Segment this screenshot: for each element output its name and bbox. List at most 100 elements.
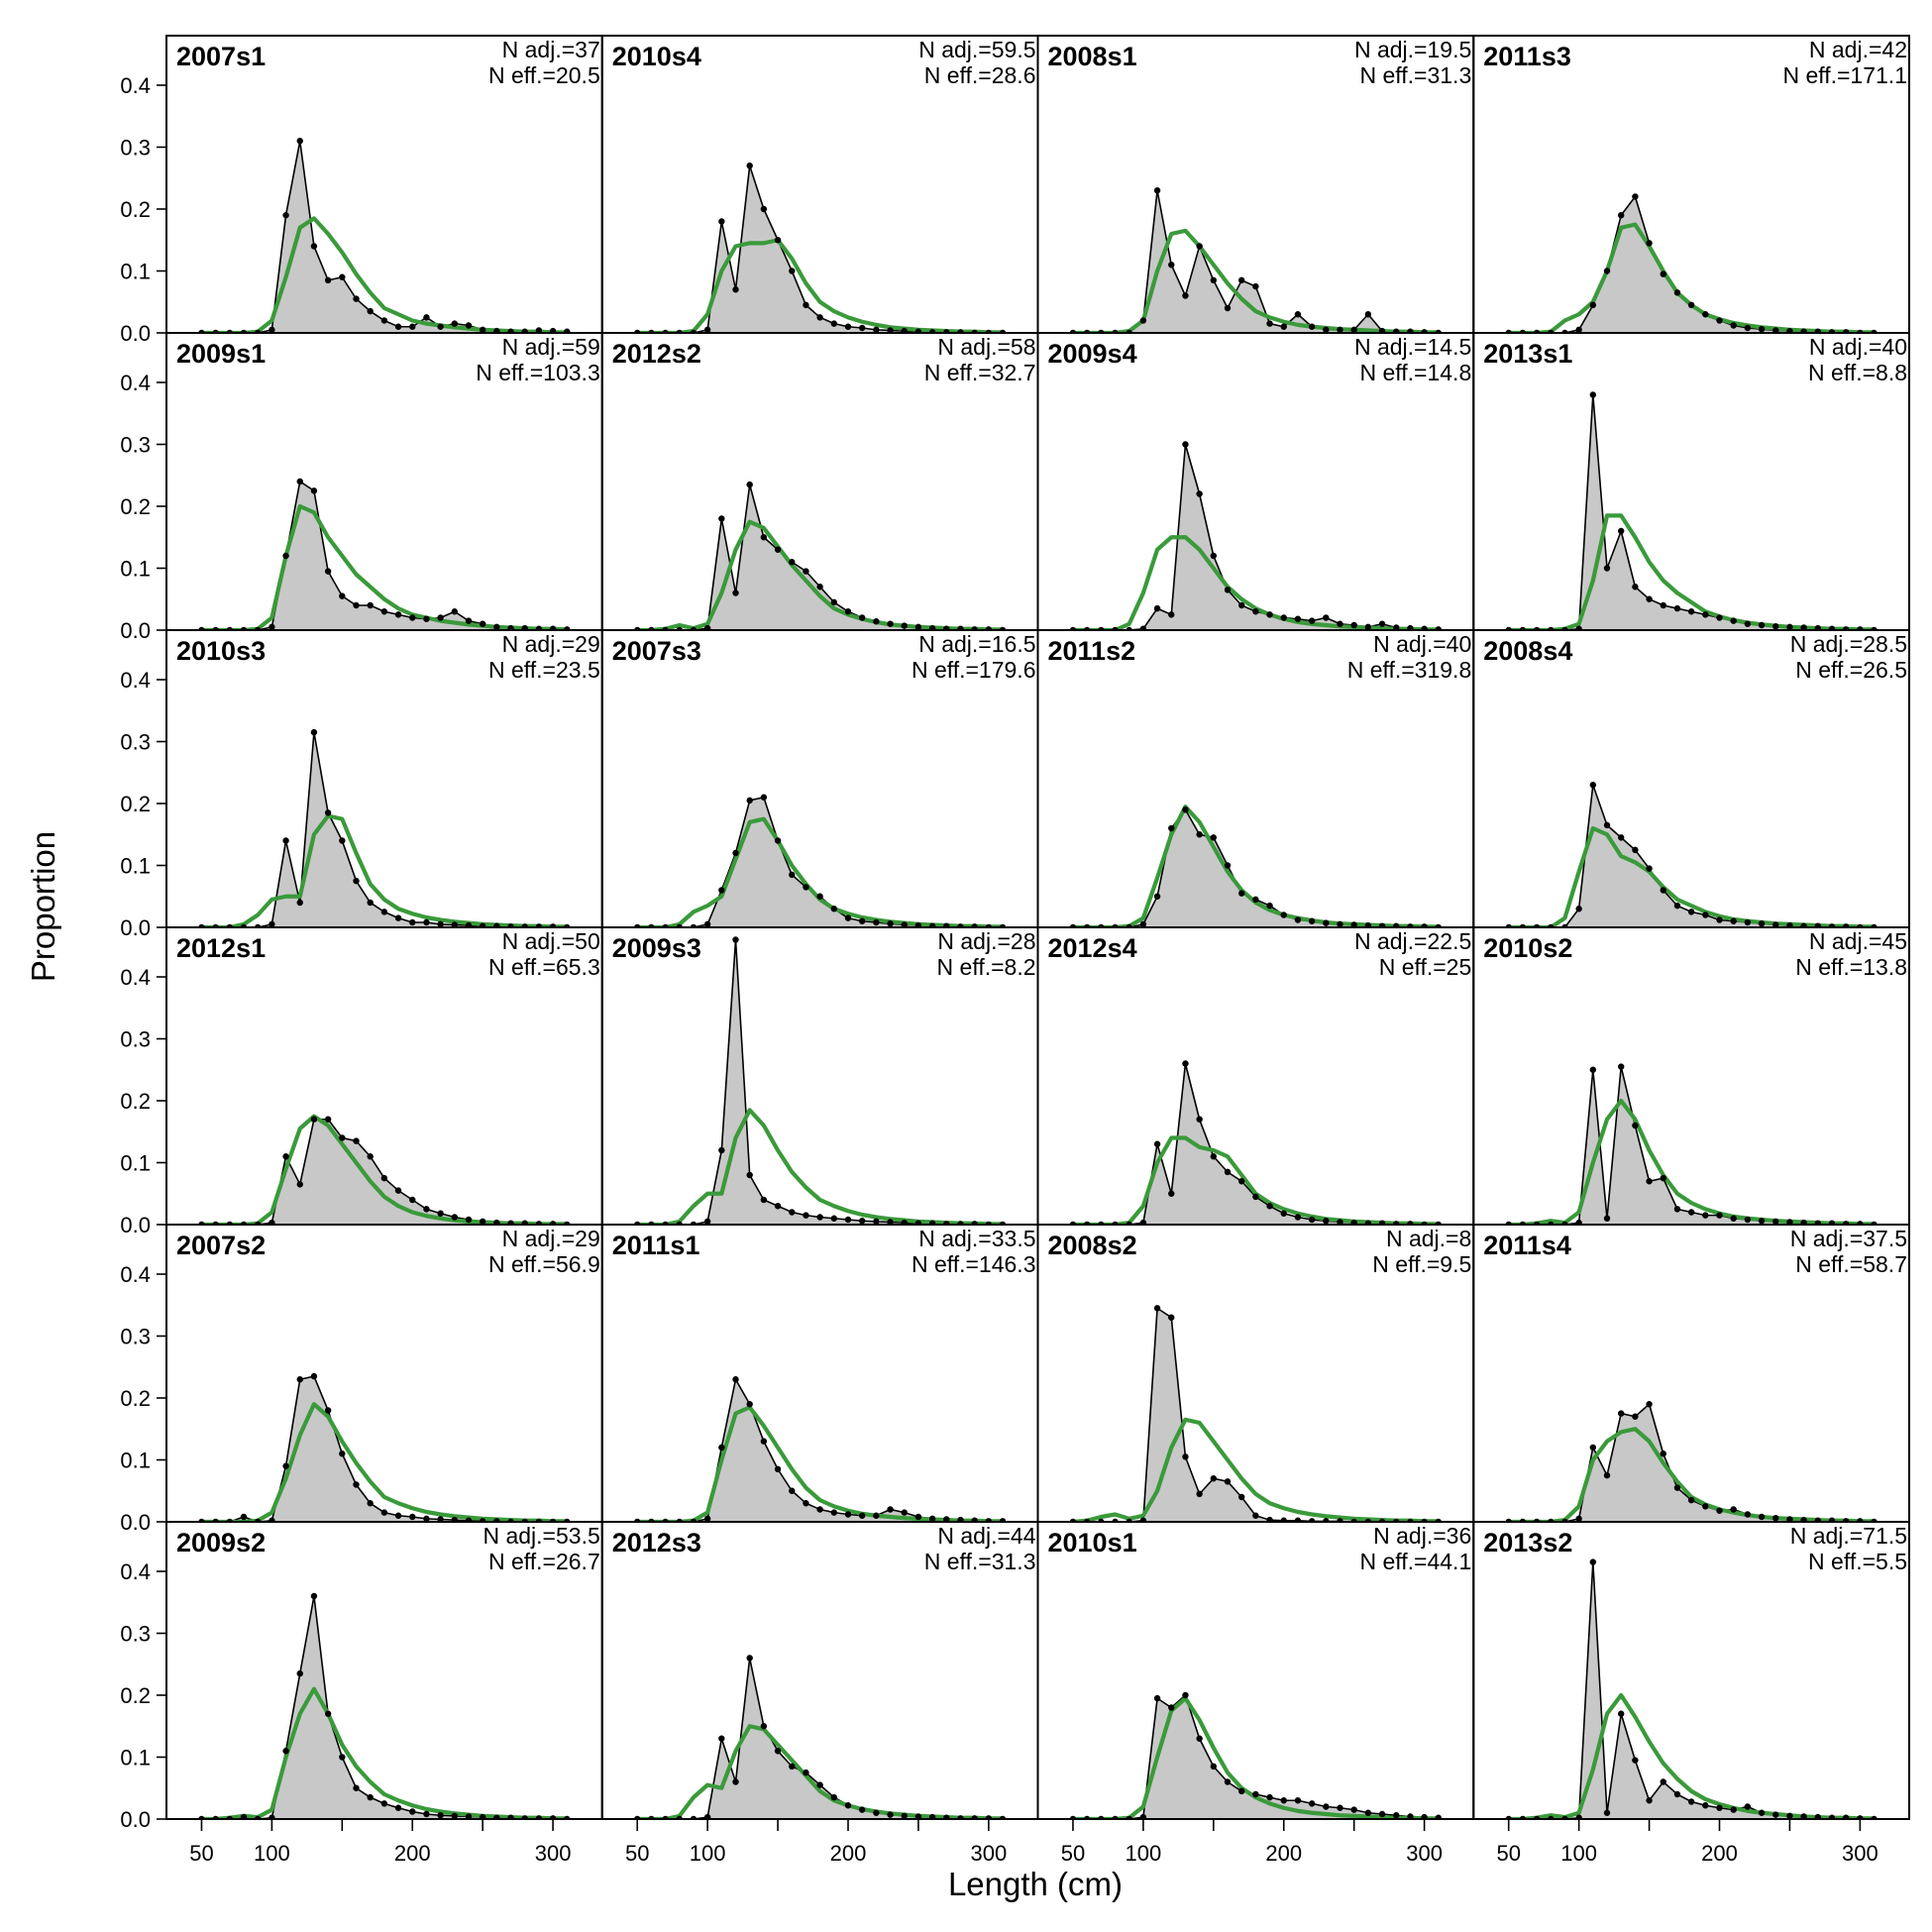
observed-point <box>760 794 768 801</box>
observed-point <box>1139 920 1147 927</box>
panel-2010s4: 2010s4 N adj.=59.5N eff.=28.6 <box>600 35 1039 334</box>
observed-point <box>1730 917 1737 924</box>
observed-point <box>268 1814 275 1819</box>
observed-point <box>803 568 809 575</box>
observed-point <box>1378 327 1386 333</box>
observed-point <box>1364 1809 1372 1816</box>
observed-point <box>746 1171 753 1179</box>
observed-point <box>507 328 514 333</box>
observed-point <box>1660 601 1666 609</box>
observed-point <box>339 592 346 599</box>
observed-point <box>437 323 444 330</box>
observed-point <box>1617 1410 1625 1417</box>
observed-point <box>324 1407 332 1414</box>
observed-area <box>637 484 1004 630</box>
observed-point <box>774 1203 782 1210</box>
observed-point <box>1153 1305 1161 1312</box>
observed-point <box>465 1813 473 1819</box>
observed-point <box>1632 1757 1639 1764</box>
observed-point <box>521 624 528 630</box>
panel-n-eff: N eff.=171.1 <box>1782 62 1907 88</box>
panel-plot-area <box>166 478 602 630</box>
observed-point <box>1673 902 1681 910</box>
observed-point <box>1153 893 1161 900</box>
observed-point <box>718 218 725 225</box>
observed-point <box>703 1813 711 1819</box>
observed-point <box>1702 912 1709 918</box>
observed-point <box>324 1116 332 1123</box>
observed-point <box>423 1810 430 1818</box>
panel-title: 2012s2 <box>612 339 701 369</box>
observed-point <box>803 1769 809 1776</box>
observed-point <box>394 1512 402 1519</box>
x-tick-label: 50 <box>1061 1841 1085 1866</box>
observed-point <box>423 314 430 321</box>
observed-point <box>507 1814 514 1819</box>
panel-n-adj: N adj.=19.5 <box>1354 37 1471 62</box>
observed-point <box>816 314 823 321</box>
observed-point <box>1772 623 1779 630</box>
observed-point <box>1364 1220 1372 1225</box>
panel-n-eff: N eff.=20.5 <box>488 62 600 88</box>
y-tick-label: 0.4 <box>120 1559 151 1584</box>
observed-point <box>1237 601 1245 609</box>
observed-point <box>1632 846 1639 854</box>
expected-line <box>637 519 1004 630</box>
observed-point <box>1337 1219 1343 1225</box>
observed-point <box>746 162 753 169</box>
observed-point <box>1575 1814 1582 1819</box>
observed-point <box>718 887 725 894</box>
panel-n-adj: N adj.=8 <box>1386 1226 1471 1251</box>
observed-point <box>1673 1206 1681 1213</box>
panel-n-adj: N adj.=28 <box>937 928 1035 954</box>
observed-point <box>1575 906 1582 912</box>
panel-2010s1: 2010s1 N adj.=36N eff.=44.1 <box>1036 1521 1475 1820</box>
observed-point <box>1323 919 1330 926</box>
observed-point <box>746 1655 753 1662</box>
observed-point <box>1828 625 1836 630</box>
y-tick-label: 0.3 <box>120 1027 151 1052</box>
y-tick-label: 0.2 <box>120 197 151 222</box>
axes: 0.0 0.1 0.2 0.3 0.4 0.0 0.1 0.2 0.3 0.4 0.0 0.1 0.2 0… <box>120 73 1878 1866</box>
observed-point <box>943 922 950 927</box>
observed-point <box>1350 921 1357 927</box>
observed-point <box>1393 328 1400 333</box>
panel-n-eff: N eff.=44.1 <box>1360 1549 1472 1574</box>
observed-point <box>324 1710 332 1717</box>
observed-point <box>1730 617 1737 624</box>
observed-point <box>1182 806 1189 813</box>
observed-point <box>324 276 332 284</box>
observed-point <box>1603 565 1611 572</box>
x-tick-label: 100 <box>1560 1841 1597 1866</box>
observed-point <box>493 327 500 333</box>
panel-2013s1: 2013s1 N adj.=40N eff.=8.8 <box>1472 332 1910 631</box>
observed-point <box>1786 921 1793 927</box>
expected-line <box>637 1108 1004 1225</box>
observed-point <box>1350 621 1357 629</box>
observed-point <box>1280 1797 1287 1804</box>
observed-point <box>1814 1220 1821 1225</box>
observed-point <box>1716 317 1723 324</box>
observed-point <box>1280 1210 1287 1217</box>
observed-point <box>830 1509 838 1516</box>
observed-point <box>1224 304 1232 312</box>
observed-point <box>465 1517 473 1522</box>
observed-point <box>367 601 374 609</box>
observed-point <box>858 614 866 621</box>
panel-n-adj: N adj.=44 <box>937 1523 1035 1549</box>
expected-line <box>201 1686 568 1819</box>
observed-point <box>1758 1218 1766 1225</box>
panel-n-adj: N adj.=40 <box>1373 631 1471 657</box>
observed-point <box>1182 1691 1189 1699</box>
observed-point <box>394 1804 402 1811</box>
panel-title: 2012s3 <box>612 1528 701 1557</box>
observed-point <box>830 1793 838 1801</box>
observed-point <box>803 884 809 891</box>
observed-point <box>1814 1517 1821 1522</box>
observed-point <box>423 615 430 622</box>
observed-point <box>380 608 388 615</box>
observed-point <box>479 1218 486 1225</box>
observed-point <box>1378 1220 1386 1225</box>
observed-point <box>1687 301 1695 309</box>
observed-point <box>789 268 796 274</box>
